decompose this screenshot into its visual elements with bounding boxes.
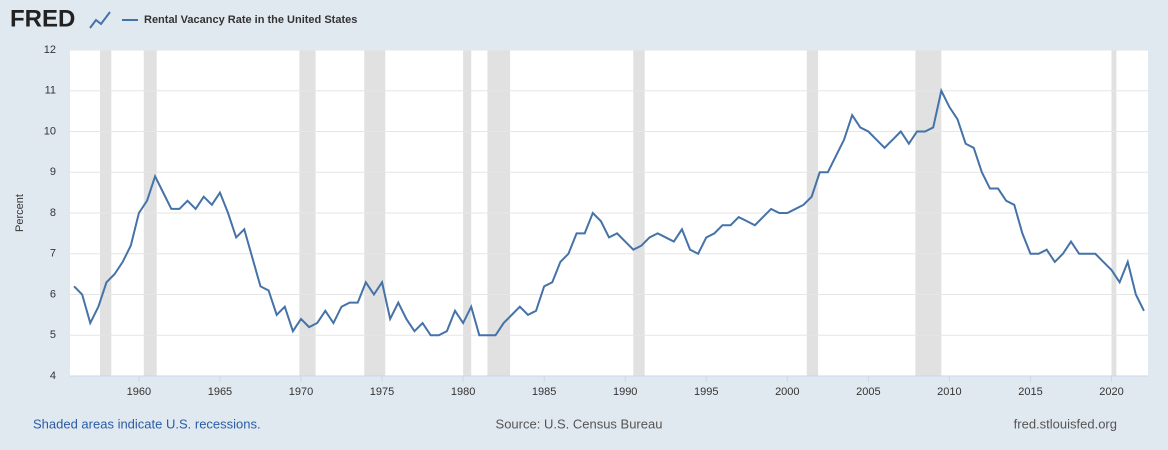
source: Source: U.S. Census Bureau: [496, 416, 663, 431]
x-tick-label: 2005: [856, 386, 880, 398]
logo: FRED: [10, 5, 75, 32]
y-tick-label: 4: [50, 370, 56, 382]
x-tick-label: 2010: [937, 386, 961, 398]
y-tick-label: 5: [50, 329, 56, 341]
y-tick-label: 8: [50, 207, 56, 219]
y-tick-label: 6: [50, 288, 56, 300]
x-tick-label: 2020: [1099, 386, 1123, 398]
x-tick-label: 1960: [127, 386, 151, 398]
y-axis-label: Percent: [14, 194, 26, 232]
x-tick-label: 1990: [613, 386, 637, 398]
y-tick-label: 10: [44, 125, 56, 137]
logo-icon: [89, 11, 111, 29]
recession-note[interactable]: Shaded areas indicate U.S. recessions.: [33, 416, 261, 431]
x-tick-label: 1985: [532, 386, 556, 398]
site: fred.stlouisfed.org: [1014, 416, 1117, 431]
x-tick-label: 1970: [289, 386, 313, 398]
x-tick-label: 2015: [1018, 386, 1042, 398]
x-tick-label: 1965: [208, 386, 232, 398]
y-tick-label: 11: [45, 85, 56, 97]
legend-label: Rental Vacancy Rate in the United States: [144, 14, 357, 26]
data-line: [73, 87, 1145, 337]
x-tick-label: 1995: [694, 386, 718, 398]
y-tick-label: 9: [50, 166, 56, 178]
x-tick-label: 2000: [775, 386, 799, 398]
y-tick-label: 12: [44, 44, 56, 56]
x-tick-label: 1975: [370, 386, 394, 398]
x-tick-label: 1980: [451, 386, 475, 398]
y-tick-label: 7: [50, 248, 56, 260]
